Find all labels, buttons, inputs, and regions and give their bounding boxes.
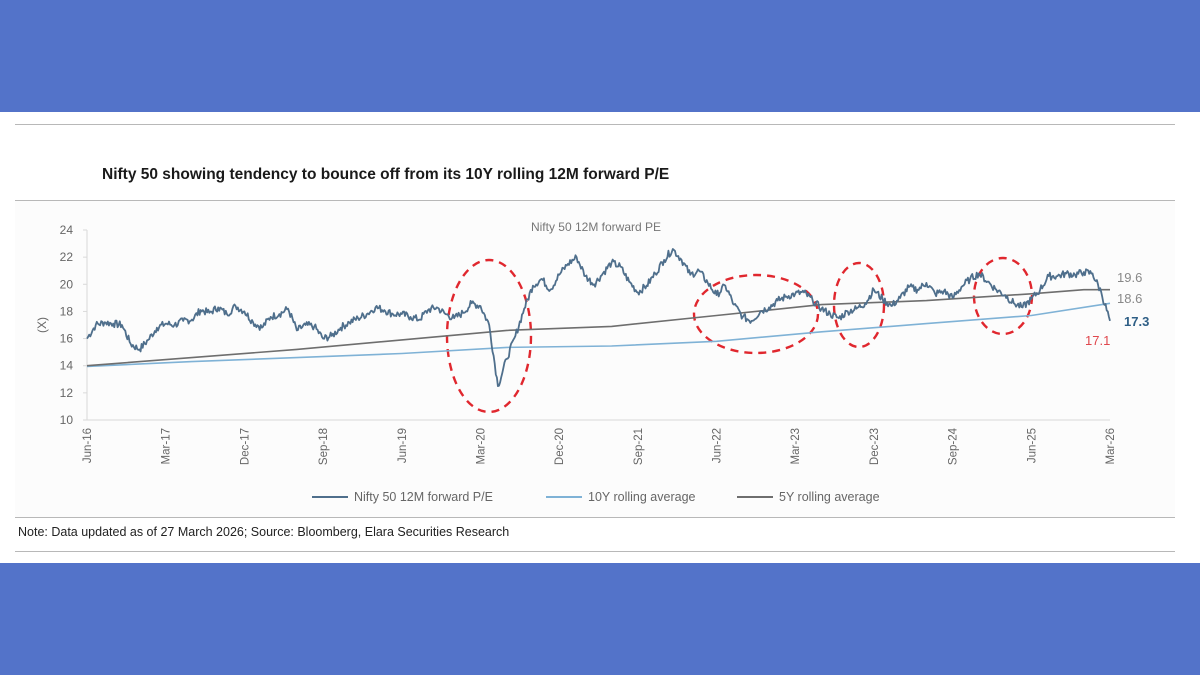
chart-area [15,201,1175,517]
y-tick-label: 22 [60,250,74,264]
x-tick-label: Dec-23 [869,428,881,465]
title-divider [15,200,1175,201]
legend-label-pe: Nifty 50 12M forward P/E [354,490,493,504]
top-divider [15,124,1175,125]
y-tick-label: 24 [60,223,74,237]
highlight-ellipse [445,258,533,414]
y-tick-label: 20 [60,277,74,291]
source-note: Note: Data updated as of 27 March 2026; … [18,525,510,539]
highlight-ellipse [692,273,820,355]
x-tick-label: Jun-19 [397,428,409,463]
x-tick-label: Jun-16 [82,428,94,463]
x-tick-label: Mar-23 [790,428,802,464]
y-tick-label: 12 [60,386,74,400]
y-tick-label: 16 [60,332,74,346]
legend-divider [15,517,1175,518]
y-axis-label: (X) [35,317,49,333]
end-label-5y-average: 19.6 [1117,270,1142,285]
x-tick-label: Dec-20 [554,428,566,465]
series-line-nifty-pe [86,248,1111,387]
end-label-current-pe: 17.3 [1124,314,1149,329]
legend-item-10y: 10Y rolling average [546,490,695,504]
chart-heading: Nifty 50 showing tendency to bounce off … [102,166,670,183]
y-tick-label: 18 [60,304,74,318]
x-tick-label: Mar-20 [475,428,487,464]
x-tick-label: Sep-21 [633,428,645,465]
legend-swatch-5y [737,496,773,498]
x-tick-label: Jun-22 [712,428,724,463]
end-label-min-pe: 17.1 [1085,333,1110,348]
legend-swatch-pe [312,496,348,498]
x-tick-label: Jun-25 [1026,428,1038,463]
series-line-5y-average [86,288,1110,367]
chart-title: Nifty 50 12M forward PE [531,220,661,234]
legend-swatch-10y [546,496,582,498]
legend-item-5y: 5Y rolling average [737,490,880,504]
x-tick-label: Mar-17 [161,428,173,464]
series-line-10y-average [86,302,1111,368]
bottom-divider [15,551,1175,552]
legend-label-5y: 5Y rolling average [779,490,880,504]
x-tick-label: Sep-24 [948,427,960,465]
highlight-ellipse [832,261,886,349]
x-tick-label: Mar-26 [1105,428,1117,464]
y-tick-label: 10 [60,413,74,427]
x-tick-label: Dec-17 [239,428,251,465]
y-tick-label: 14 [60,359,74,373]
x-tick-label: Sep-18 [318,428,330,465]
legend-item-pe: Nifty 50 12M forward P/E [312,490,493,504]
end-label-10y-average: 18.6 [1117,291,1142,306]
legend-label-10y: 10Y rolling average [588,490,696,504]
